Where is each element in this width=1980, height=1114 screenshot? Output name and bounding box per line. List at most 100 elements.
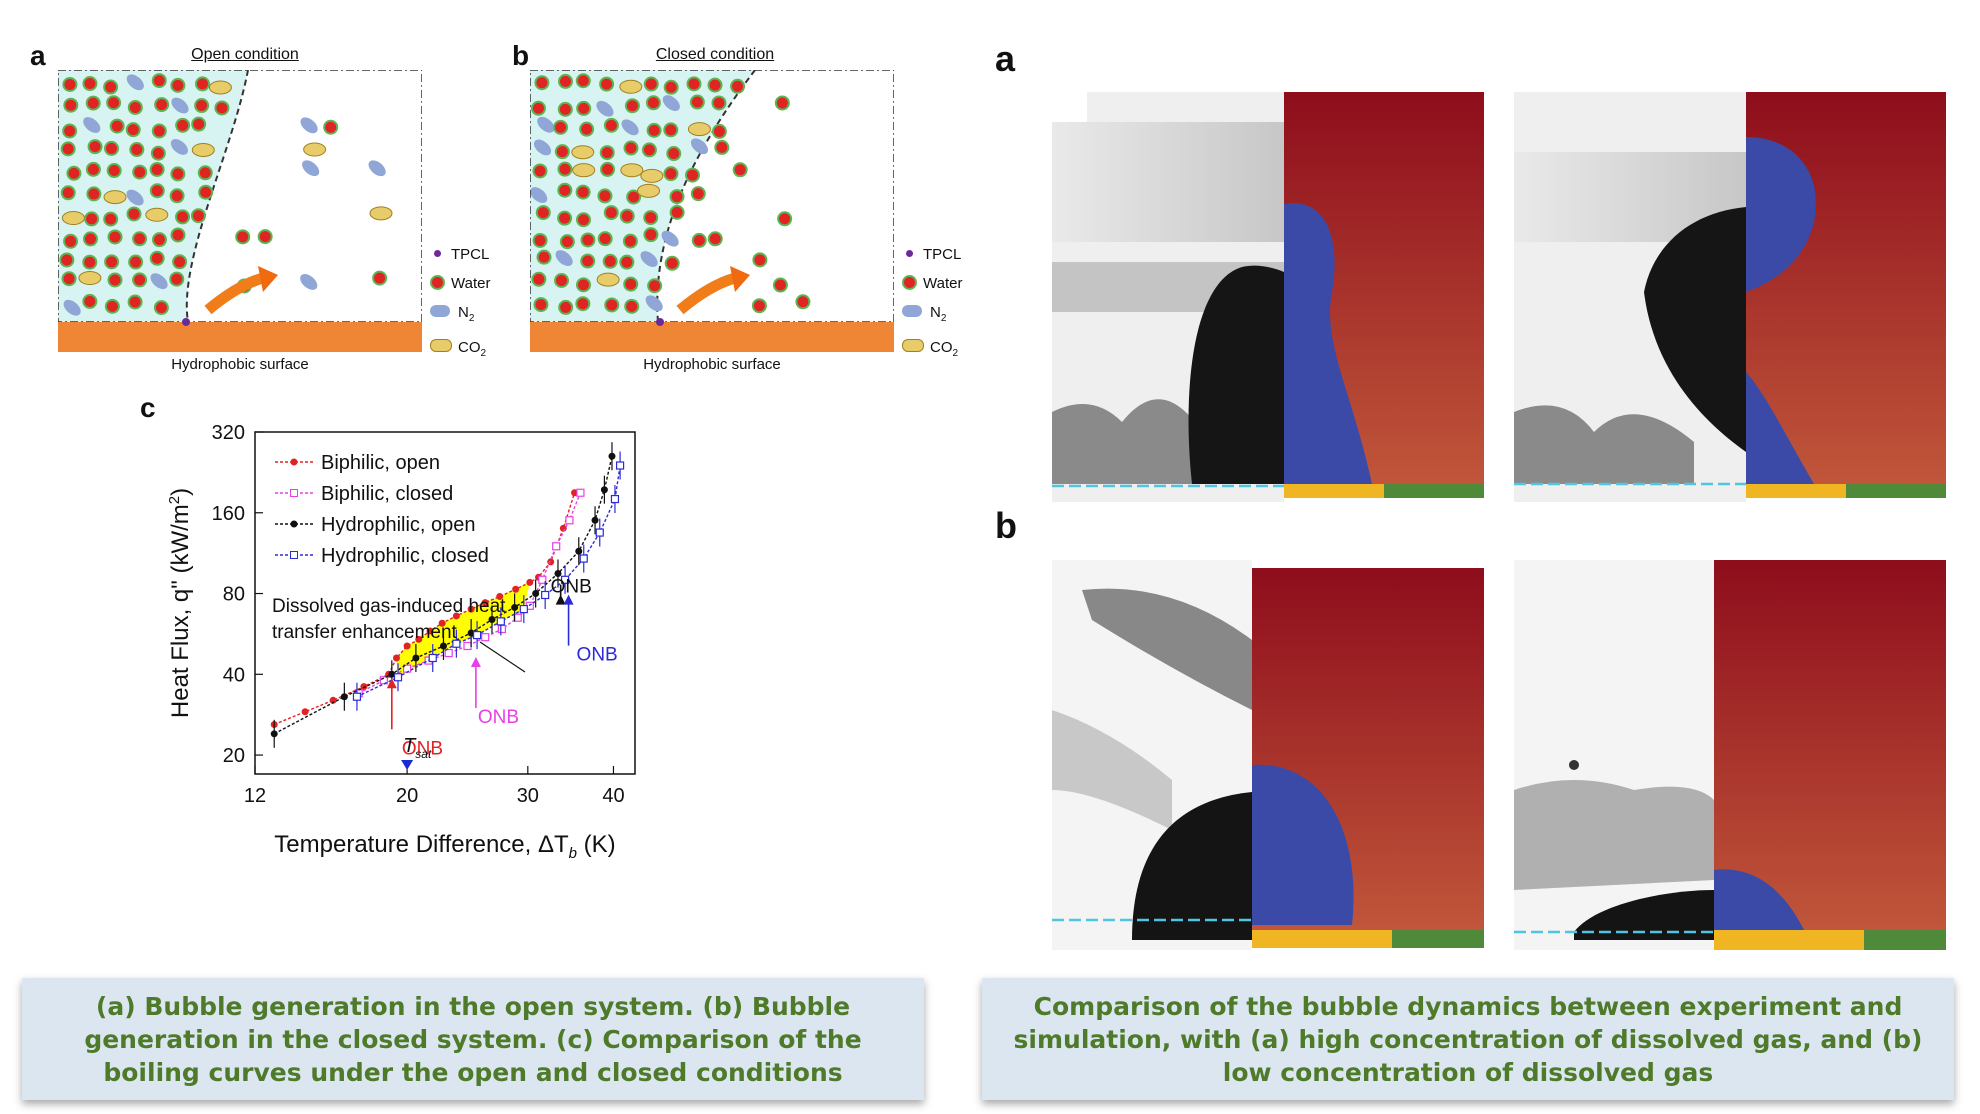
data-point <box>576 488 585 497</box>
y-tick-label: 320 <box>212 422 245 444</box>
data-point <box>379 676 388 685</box>
sketch-closed <box>530 70 894 352</box>
legend-label: Hydrophilic, open <box>321 514 476 536</box>
y-axis-label: Heat Flux, q" (kW/m2) <box>166 488 194 718</box>
data-point <box>554 570 562 578</box>
open-condition-title: Open condition <box>191 46 299 63</box>
onb-arrowhead <box>386 678 397 689</box>
data-point <box>467 629 475 637</box>
data-point <box>610 494 620 504</box>
legend-marker <box>290 551 298 559</box>
onb-label: ONB <box>478 707 519 728</box>
data-point <box>428 653 437 663</box>
right-panel-b-letter: b <box>995 505 1017 546</box>
data-point <box>329 696 337 704</box>
data-point <box>571 489 579 497</box>
data-point <box>444 648 453 658</box>
closed-surface-label: Hydrophobic surface <box>643 356 781 373</box>
data-point <box>452 612 460 620</box>
onb-label: ONB <box>402 738 443 759</box>
data-point <box>519 604 528 614</box>
x-tick-label: 30 <box>517 785 539 807</box>
onb-arrowhead <box>563 594 574 605</box>
tpcl-icon <box>434 250 441 257</box>
series-line-1 <box>358 492 582 694</box>
data-point <box>615 461 625 470</box>
data-point <box>481 633 490 642</box>
legend-water: Water <box>902 269 962 298</box>
molecules <box>59 73 393 316</box>
open-surface-label: Hydrophobic surface <box>171 356 309 373</box>
data-point <box>481 599 489 607</box>
x-axis-label: Temperature Difference, ΔTb (K) <box>274 831 615 862</box>
legend-closed: TPCL Water N2 CO2 <box>902 240 962 368</box>
data-point <box>463 641 472 651</box>
data-point <box>532 590 540 598</box>
legend-n2: N2 <box>430 298 490 333</box>
data-point <box>560 575 570 584</box>
data-point <box>608 452 616 460</box>
right-panel-a-letter: a <box>995 38 1016 79</box>
bubble-comparison-b-low-gas-1 <box>1052 560 1484 950</box>
data-point <box>488 616 496 624</box>
onb-arrowhead <box>470 657 481 668</box>
bubble-comparison-b-low-gas-2 <box>1514 560 1946 950</box>
n2-molecule-icon <box>430 305 450 317</box>
data-point <box>496 617 505 626</box>
co2-molecule-icon <box>430 339 452 352</box>
right-caption: Comparison of the bubble dynamics betwee… <box>982 978 1954 1100</box>
data-point <box>579 554 588 563</box>
water-molecule-icon <box>902 275 917 290</box>
legend-label: Biphilic, open <box>321 452 440 474</box>
x-tick-label: 12 <box>244 785 266 807</box>
data-point <box>565 516 574 525</box>
legend-co2: CO2 <box>902 333 962 368</box>
data-point <box>412 654 420 662</box>
data-point <box>415 635 423 643</box>
y-tick-label: 80 <box>223 584 245 606</box>
data-point <box>497 624 507 634</box>
legend-label: Biphilic, closed <box>321 483 453 505</box>
legend-tpcl: TPCL <box>430 240 490 269</box>
data-point <box>547 558 555 566</box>
data-point <box>340 693 348 701</box>
data-point <box>552 542 561 551</box>
plot-frame <box>254 431 636 775</box>
data-point <box>452 639 461 648</box>
data-point <box>388 670 396 678</box>
data-point <box>360 683 368 691</box>
data-point <box>526 578 534 586</box>
legend-open: TPCL Water N2 CO2 <box>430 240 490 368</box>
left-caption: (a) Bubble generation in the open system… <box>22 978 924 1100</box>
data-point <box>352 692 362 701</box>
panel-b-letter: b <box>512 40 530 71</box>
bubble-comparison-a-high-gas-2 <box>1514 92 1946 502</box>
annotation-text: Dissolved gas-induced heat <box>272 596 506 617</box>
data-point <box>575 547 583 555</box>
data-point <box>600 486 608 494</box>
molecules <box>530 73 811 315</box>
legend-water: Water <box>430 269 490 298</box>
legend-label: Hydrophilic, closed <box>321 545 489 567</box>
tpcl-icon <box>906 250 913 257</box>
co2-molecule-icon <box>902 339 924 352</box>
water-molecule-icon <box>430 275 445 290</box>
panel-c-letter: c <box>140 392 156 423</box>
data-point <box>513 613 522 622</box>
data-point <box>426 627 434 635</box>
data-point <box>393 673 403 682</box>
panel-a-letter: a <box>30 40 46 71</box>
onb-arrowhead <box>555 594 566 605</box>
y-tick-label: 160 <box>212 503 245 525</box>
enhancement-shaded-region <box>396 582 530 678</box>
x-tick-label: 20 <box>396 785 418 807</box>
legend-marker <box>290 489 298 497</box>
data-point <box>541 590 550 600</box>
data-point <box>511 603 519 611</box>
data-point <box>301 708 309 716</box>
data-point <box>270 730 278 738</box>
data-point <box>512 585 520 593</box>
closed-condition-title: Closed condition <box>655 46 775 63</box>
boiling-curve-chart: 12 20 30 40 20 40 80 160 320 Temperature Differen… <box>166 422 636 862</box>
annotation-pointer <box>479 641 526 673</box>
